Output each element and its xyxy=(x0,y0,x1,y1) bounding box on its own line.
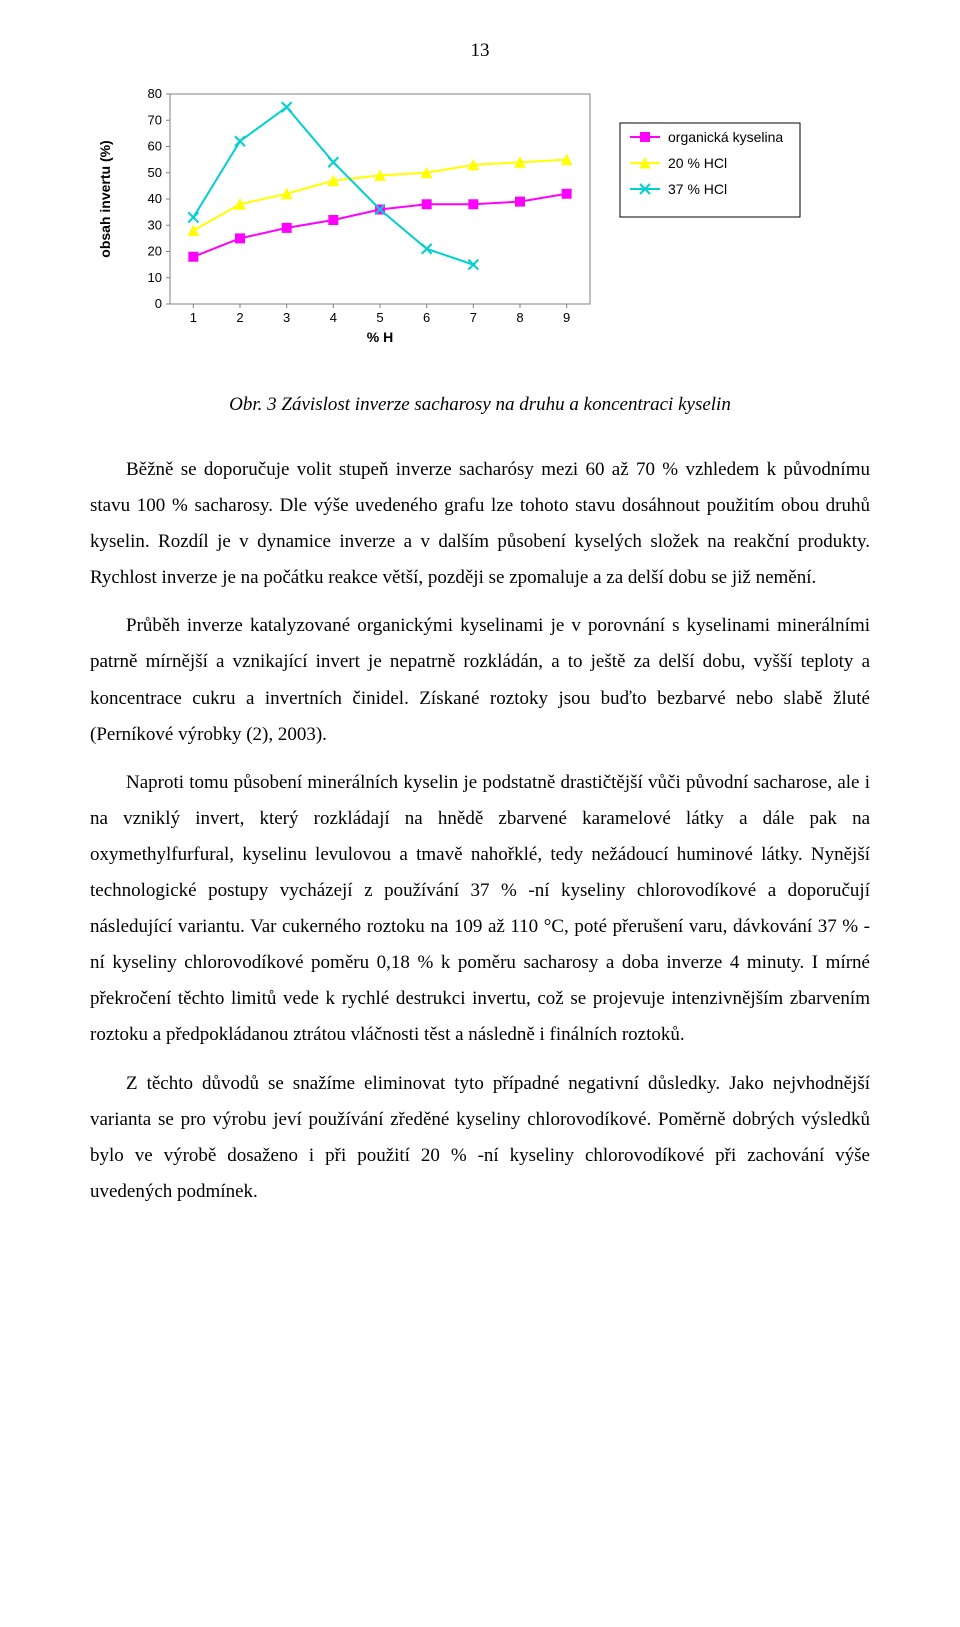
page-number: 13 xyxy=(90,40,870,62)
svg-text:7: 7 xyxy=(470,310,477,325)
chart-container: 0 10 20 30 40 50 60 70 80 1 2 3 4 5 6 7 8 9 obsah invertu … xyxy=(90,82,870,372)
body-paragraph: Běžně se doporučuje volit stupeň inverze… xyxy=(90,452,870,596)
figure-caption: Obr. 3 Závislost inverze sacharosy na dr… xyxy=(90,394,870,416)
body-paragraph: Naproti tomu působení minerálních kyseli… xyxy=(90,765,870,1054)
svg-text:40: 40 xyxy=(148,191,162,206)
page: 13 0 10 20 30 40 50 60 70 80 1 2 3 4 5 6 7 8 9 obsah inver… xyxy=(0,0,960,1282)
inversion-chart: 0 10 20 30 40 50 60 70 80 1 2 3 4 5 6 7 8 9 obsah invertu … xyxy=(90,82,830,372)
svg-text:20: 20 xyxy=(148,244,162,259)
svg-text:30: 30 xyxy=(148,217,162,232)
svg-text:8: 8 xyxy=(516,310,523,325)
svg-text:obsah invertu (%): obsah invertu (%) xyxy=(97,140,113,257)
svg-text:37 % HCl: 37 % HCl xyxy=(668,181,727,197)
svg-text:60: 60 xyxy=(148,139,162,154)
svg-text:6: 6 xyxy=(423,310,430,325)
chart-legend: organická kyselina 20 % HCl 37 % HCl xyxy=(620,123,800,217)
body-paragraph: Průběh inverze katalyzované organickými … xyxy=(90,608,870,752)
svg-text:10: 10 xyxy=(148,270,162,285)
svg-text:4: 4 xyxy=(330,310,337,325)
svg-text:1: 1 xyxy=(190,310,197,325)
svg-text:50: 50 xyxy=(148,165,162,180)
svg-text:0: 0 xyxy=(155,296,162,311)
svg-text:2: 2 xyxy=(236,310,243,325)
svg-text:20 % HCl: 20 % HCl xyxy=(668,155,727,171)
svg-text:5: 5 xyxy=(376,310,383,325)
body-paragraph: Z těchto důvodů se snažíme eliminovat ty… xyxy=(90,1066,870,1210)
svg-text:70: 70 xyxy=(148,112,162,127)
svg-text:80: 80 xyxy=(148,86,162,101)
svg-text:% H: % H xyxy=(367,329,393,345)
svg-text:9: 9 xyxy=(563,310,570,325)
svg-text:3: 3 xyxy=(283,310,290,325)
svg-text:organická kyselina: organická kyselina xyxy=(668,129,783,145)
